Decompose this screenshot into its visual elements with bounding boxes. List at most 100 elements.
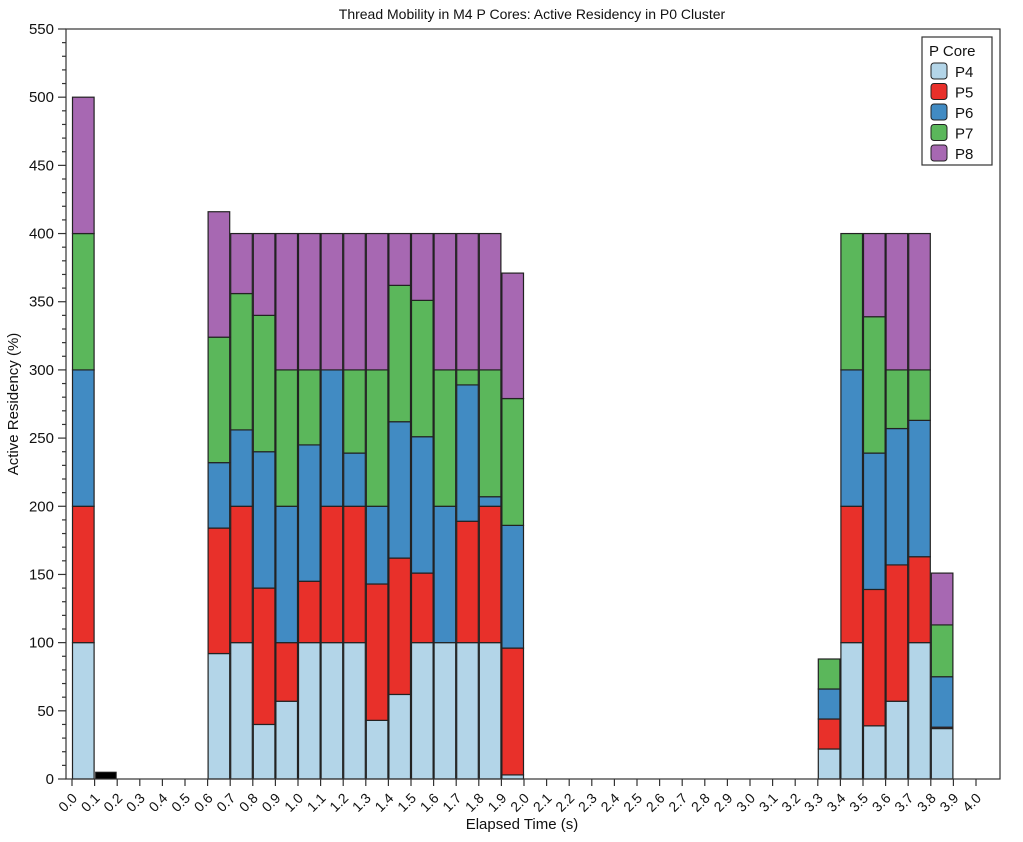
bar-p5-1.4 [388,557,412,696]
bar-p8-1.9 [501,272,525,400]
bar-p6-1.9 [501,524,525,649]
legend-box [921,36,993,166]
bar-p8-1.4 [388,232,412,286]
x-tick-label: 0.6 [191,790,216,815]
bar-p5-1.7 [456,520,479,644]
bar-p6-3.7 [908,419,931,558]
legend-swatch-p8 [930,144,948,162]
x-tick-label: 0.8 [236,790,261,815]
x-tick-label: 2.3 [575,790,600,815]
bar-p4-1.6 [433,642,457,780]
x-tick-label: 1.9 [484,790,509,815]
bar-p4-1.0 [297,642,321,780]
bar-p8-1.3 [365,232,389,371]
bar-p7-0.6 [207,336,231,464]
bar-p8-1.0 [297,232,321,371]
bar-p4-1.7 [456,642,479,780]
x-tick-label: 1.6 [417,790,442,815]
chart-title: Thread Mobility in M4 P Cores: Active Re… [339,6,726,22]
bar-p5-1.9 [501,647,525,776]
bar-p6-0.6 [207,462,231,529]
bar-p6-1.7 [456,384,479,522]
bar-p5-3.7 [908,556,931,644]
legend: P Core P4 P5 P6 P7 P8 [921,36,993,166]
bar-p5-0.0 [71,505,95,644]
bar-p6-1.3 [365,505,389,585]
bar-p7-3.7 [908,369,931,421]
y-tick-label: 250 [29,430,54,447]
bar-p7-1.8 [478,369,502,498]
x-tick-label: 3.0 [733,790,758,815]
x-tick-label: 2.8 [688,790,713,815]
legend-swatch-p6 [930,103,948,121]
bar-p8-1.5 [410,232,434,301]
bar-p7-3.6 [885,369,909,430]
bar-p7-3.4 [840,232,864,371]
bar-p5-1.5 [410,572,434,644]
bar-p5-0.6 [207,527,231,655]
bar-p5-0.7 [230,505,253,644]
bar-p4-0.7 [230,642,253,780]
bar-p4-0.8 [252,723,276,780]
bar-p8-0.6 [207,211,231,338]
y-tick-label: 0 [46,771,54,788]
bar-p7-1.0 [297,369,321,446]
bar-p8-0.7 [230,232,253,295]
bar-p5-3.3 [817,718,841,750]
x-tick-label: 0.5 [168,790,193,815]
y-axis: 0 50 100 150 200 250 300 350 400 450 500 550 [29,21,66,788]
x-tick-label: 2.4 [597,790,622,815]
bars-layer [71,96,954,780]
bar-p7-0.7 [230,292,253,431]
bar-p7-1.9 [501,397,525,526]
x-tick-label: 3.6 [869,790,894,815]
x-tick-label: 0.3 [123,790,148,815]
bar-p6-3.6 [885,427,909,566]
bar-p6-3.3 [817,688,841,720]
x-tick-label: 2.2 [552,790,577,815]
x-tick-label: 3.2 [778,790,803,815]
bar-p6-3.8 [930,676,954,728]
x-tick-label: 2.0 [507,790,532,815]
bar-p7-0.8 [252,314,276,453]
bar-p6-0.8 [252,451,276,589]
x-tick-label: 2.5 [620,790,645,815]
x-tick-label: 0.9 [258,790,283,815]
bar-p6-1.2 [343,452,366,507]
bar-p6-1.0 [297,444,321,582]
x-tick-label: 1.5 [394,790,419,815]
bar-p4-0.9 [275,700,299,780]
bar-p4-1.3 [365,719,389,780]
x-tick-label: 0.7 [213,790,238,815]
bar-p7-1.5 [410,299,434,438]
bar-p4-3.4 [840,642,864,780]
bar-p7-0.0 [71,232,95,371]
bar-p8-1.2 [343,232,366,371]
bar-p4-3.8 [930,727,954,780]
bar-p8-1.6 [433,232,457,371]
y-tick-label: 450 [29,157,54,174]
x-tick-label: 1.0 [281,790,306,815]
legend-label-p6: P6 [955,105,973,122]
bar-p7-1.7 [456,369,479,386]
x-axis-label: Elapsed Time (s) [466,816,579,833]
bar-p6-1.5 [410,436,434,574]
bar-p8-3.5 [862,232,886,318]
bar-p4-3.5 [862,725,886,780]
legend-swatch-p5 [930,83,948,100]
bar-p6-1.8 [478,496,502,507]
legend-label-p8: P8 [955,146,973,163]
x-tick-label: 3.5 [846,790,871,815]
bar-p7-3.3 [817,658,841,690]
bar-p5-0.8 [252,587,276,726]
x-tick-label: 4.0 [959,790,984,815]
x-tick-label: 1.8 [462,790,487,815]
bar-p4-1.5 [410,642,434,780]
bar-p5-1.3 [365,583,389,721]
bar-p7-1.6 [433,369,457,507]
legend-swatch-p4 [930,62,948,80]
bar-p4-1.2 [343,642,366,780]
x-axis: 0.00.10.20.30.40.50.60.70.80.91.01.11.21… [55,779,984,815]
bar-p7-0.9 [275,369,299,507]
